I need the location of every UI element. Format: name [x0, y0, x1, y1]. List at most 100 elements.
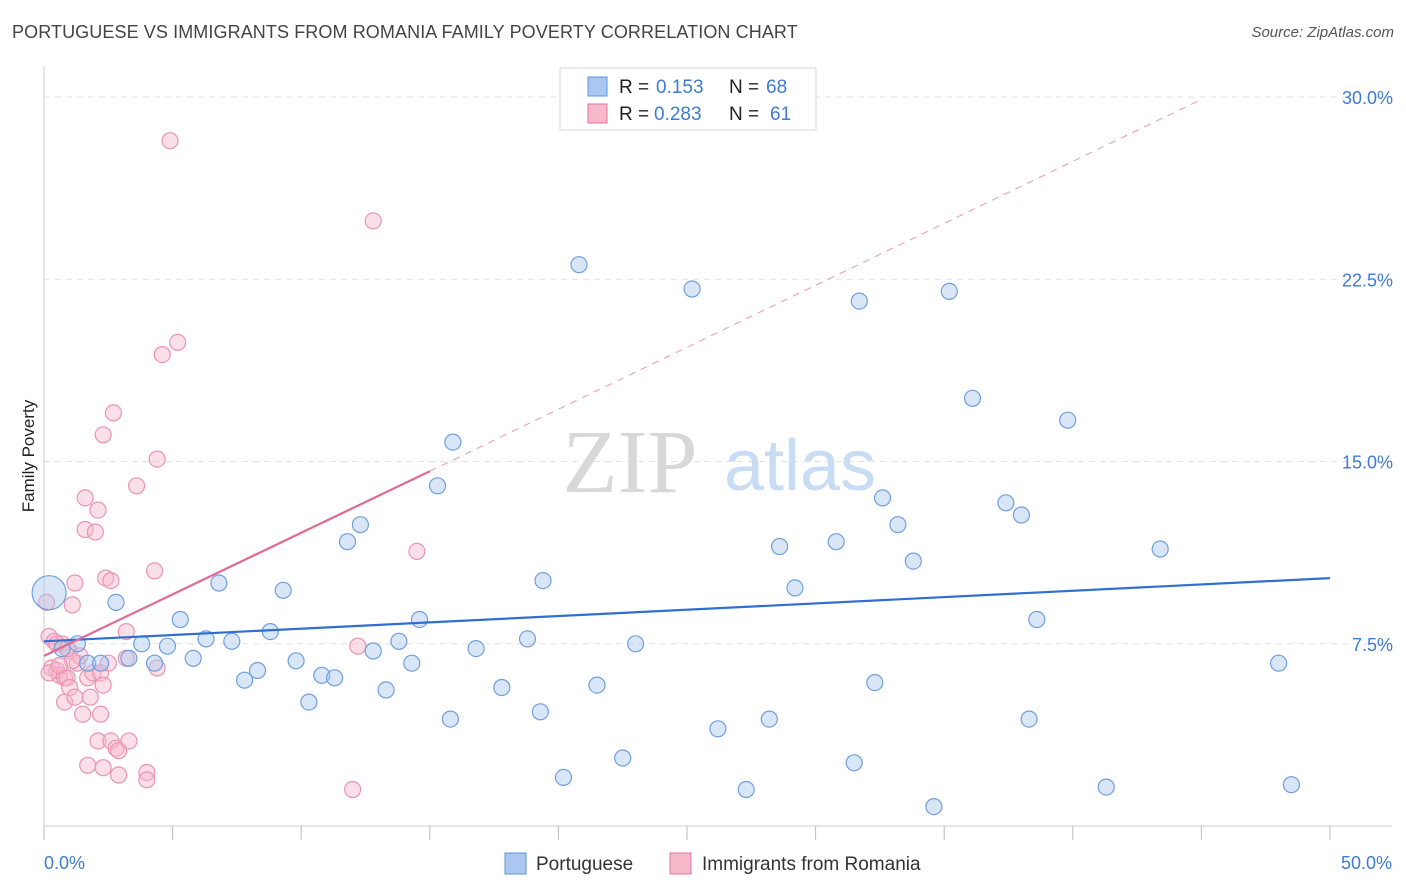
- legend: R = 0.153 N = 68 R = 0.283 N = 61: [559, 67, 817, 131]
- portuguese-point: [171, 610, 189, 629]
- bottom-legend-label-portuguese: Portuguese: [536, 854, 633, 875]
- romania-point: [66, 574, 84, 592]
- portuguese-point: [737, 780, 755, 799]
- portuguese-point: [1059, 411, 1077, 429]
- portuguese-point: [873, 489, 892, 507]
- romania-point: [37, 593, 56, 612]
- portuguese-point: [614, 749, 632, 767]
- portuguese-point: [570, 256, 588, 274]
- portuguese-point: [184, 649, 202, 667]
- portuguese-point: [925, 797, 943, 816]
- romania-point: [76, 520, 94, 539]
- portuguese-point: [223, 632, 241, 650]
- romania-point: [86, 523, 105, 541]
- portuguese-point: [1028, 610, 1046, 629]
- romania-trend-line: [43, 470, 431, 657]
- romania-point: [128, 477, 146, 495]
- y-tick-label: 22.5%: [1342, 270, 1393, 290]
- y-tick-label: 15.0%: [1342, 453, 1393, 473]
- romania-point: [349, 637, 367, 655]
- romania-trend-extension: [429, 98, 1202, 472]
- romania-point: [61, 678, 79, 697]
- portuguese-point: [274, 581, 292, 599]
- romania-point: [109, 766, 128, 784]
- portuguese-point: [313, 666, 331, 684]
- romania-point: [117, 622, 135, 641]
- portuguese-point: [351, 516, 369, 534]
- legend-swatch-portuguese: [587, 76, 608, 97]
- romania-point: [344, 780, 362, 799]
- portuguese-point: [326, 669, 344, 687]
- romania-point: [94, 759, 112, 777]
- portuguese-point: [904, 552, 922, 570]
- legend-r-value-romania: 0.283: [654, 104, 702, 125]
- romania-point: [91, 705, 110, 723]
- watermark-atlas: atlas: [724, 426, 876, 506]
- romania-point: [148, 450, 166, 468]
- portuguese-point: [120, 649, 138, 667]
- portuguese-point: [248, 661, 267, 680]
- x-axis-ticks: [43, 826, 1331, 840]
- portuguese-point: [534, 571, 552, 590]
- portuguese-point: [866, 673, 884, 692]
- portuguese-point: [531, 703, 550, 721]
- romania-point: [79, 756, 97, 774]
- portuguese-point: [1012, 506, 1031, 524]
- portuguese-point: [79, 654, 97, 672]
- bottom-legend-swatch-portuguese: [504, 852, 527, 875]
- y-axis-label: Family Poverty: [19, 399, 38, 512]
- romania-point: [138, 771, 156, 789]
- romania-point: [161, 132, 179, 150]
- romania-point: [107, 739, 125, 757]
- romania-point: [146, 562, 164, 580]
- portuguese-point: [467, 639, 485, 658]
- portuguese-point: [709, 720, 727, 738]
- legend-r-label-romania: R =: [619, 104, 649, 125]
- portuguese-point: [1151, 540, 1169, 558]
- romania-point: [408, 542, 426, 561]
- legend-n-value-romania: 61: [770, 104, 791, 125]
- legend-r-value-portuguese: 0.153: [656, 77, 704, 98]
- portuguese-point: [683, 280, 701, 298]
- x-tick-min: 0.0%: [44, 853, 85, 873]
- portuguese-point: [1097, 778, 1115, 796]
- portuguese-point: [441, 710, 459, 728]
- bottom-legend-swatch-romania: [669, 852, 692, 875]
- portuguese-point: [31, 575, 67, 611]
- legend-n-label-romania: N =: [729, 104, 759, 125]
- romania-point: [79, 669, 97, 687]
- chart-source: Source: ZipAtlas.com: [1251, 24, 1394, 41]
- portuguese-point: [1020, 710, 1038, 728]
- y-axis-tick-labels: 7.5% 15.0% 22.5% 30.0%: [1342, 88, 1393, 655]
- portuguese-point: [338, 533, 357, 551]
- romania-point: [89, 732, 107, 750]
- romania-point: [153, 346, 171, 364]
- romania-point: [50, 656, 69, 675]
- portuguese-point: [786, 579, 804, 597]
- portuguese-point: [261, 622, 279, 641]
- portuguese-point: [760, 710, 778, 728]
- portuguese-point: [300, 693, 318, 711]
- legend-n-value-portuguese: 68: [766, 77, 787, 98]
- romania-point: [120, 732, 138, 750]
- bottom-legend-label-romania: Immigrants from Romania: [702, 854, 921, 875]
- portuguese-point: [889, 516, 907, 534]
- portuguese-point: [626, 635, 645, 653]
- portuguese-point: [997, 494, 1015, 512]
- y-tick-label: 7.5%: [1352, 635, 1393, 655]
- trend-lines: [43, 98, 1331, 657]
- portuguese-point: [444, 433, 462, 451]
- romania-point: [89, 501, 107, 519]
- portuguese-point: [770, 537, 789, 556]
- romania-point: [58, 669, 76, 687]
- romania-point: [94, 676, 112, 694]
- romania-point: [104, 404, 123, 422]
- romania-point: [76, 489, 94, 507]
- chart-title: PORTUGUESE VS IMMIGRANTS FROM ROMANIA FA…: [12, 22, 798, 42]
- portuguese-point: [364, 642, 382, 660]
- portuguese-point: [390, 632, 408, 650]
- portuguese-point: [146, 654, 164, 672]
- portuguese-point: [1269, 654, 1288, 672]
